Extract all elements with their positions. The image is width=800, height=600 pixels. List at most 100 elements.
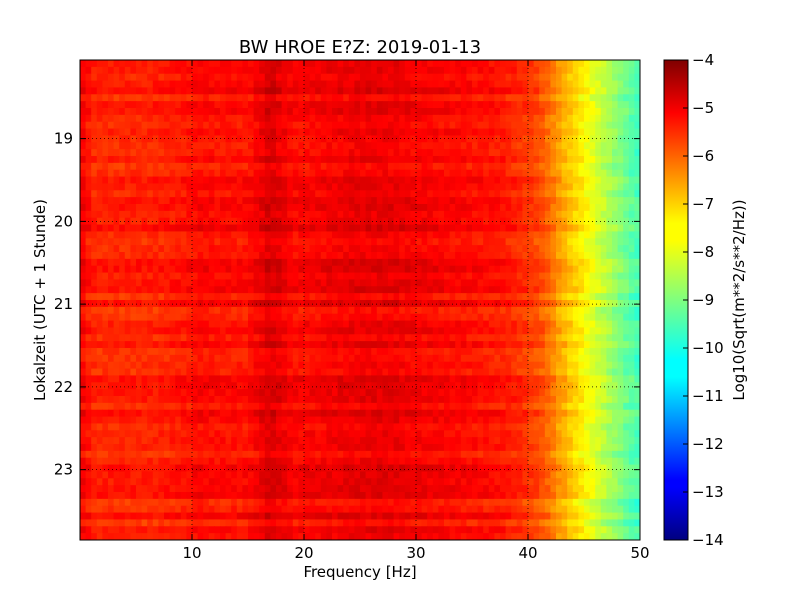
heatmap-cell	[214, 128, 221, 137]
heatmap-cell	[427, 121, 434, 130]
heatmap-cell	[326, 204, 333, 212]
heatmap-cell	[528, 279, 535, 287]
heatmap-cell	[96, 348, 103, 356]
heatmap-cell	[281, 382, 288, 390]
heatmap-cell	[343, 231, 350, 239]
heatmap-cell	[449, 156, 456, 164]
heatmap-cell	[371, 313, 378, 322]
heatmap-cell	[186, 135, 193, 143]
heatmap-cell	[365, 327, 372, 335]
heatmap-cell	[80, 210, 87, 219]
heatmap-cell	[455, 60, 462, 68]
heatmap-cell	[572, 272, 579, 281]
heatmap-cell	[371, 142, 378, 150]
heatmap-cell	[539, 135, 546, 143]
heatmap-cell	[248, 265, 255, 274]
heatmap-cell	[589, 231, 596, 239]
heatmap-cell	[483, 80, 490, 89]
heatmap-cell	[612, 341, 619, 349]
heatmap-cell	[494, 334, 501, 342]
heatmap-cell	[130, 169, 137, 178]
heatmap-cell	[399, 272, 406, 281]
heatmap-cell	[438, 142, 445, 150]
heatmap-cell	[612, 176, 619, 185]
heatmap-cell	[197, 135, 204, 143]
heatmap-cell	[276, 121, 283, 130]
heatmap-cell	[281, 245, 288, 253]
heatmap-cell	[270, 101, 277, 109]
heatmap-cell	[281, 162, 288, 171]
heatmap-cell	[472, 60, 479, 68]
heatmap-cell	[606, 334, 613, 342]
heatmap-cell	[270, 224, 277, 233]
heatmap-cell	[85, 80, 92, 89]
heatmap-cell	[158, 224, 165, 233]
heatmap-cell	[371, 162, 378, 171]
heatmap-cell	[180, 341, 187, 349]
heatmap-cell	[119, 231, 126, 239]
heatmap-cell	[164, 286, 171, 294]
heatmap-cell	[169, 149, 176, 157]
heatmap-cell	[561, 300, 568, 308]
heatmap-cell	[528, 217, 535, 226]
heatmap-cell	[108, 293, 115, 301]
heatmap-cell	[572, 375, 579, 383]
heatmap-cell	[270, 176, 277, 185]
heatmap-cell	[561, 183, 568, 191]
heatmap-cell	[270, 341, 277, 349]
heatmap-cell	[634, 101, 640, 109]
heatmap-cell	[449, 320, 456, 329]
heatmap-cell	[371, 327, 378, 335]
heatmap-cell	[96, 114, 103, 123]
heatmap-cell	[365, 231, 372, 239]
heatmap-cell	[584, 217, 591, 226]
heatmap-cell	[427, 348, 434, 356]
heatmap-cell	[332, 87, 339, 95]
heatmap-cell	[326, 60, 333, 68]
heatmap-cell	[119, 389, 126, 397]
heatmap-cell	[180, 190, 187, 198]
heatmap-cell	[208, 94, 215, 102]
heatmap-cell	[511, 375, 518, 383]
heatmap-cell	[276, 169, 283, 178]
heatmap-cell	[85, 327, 92, 335]
heatmap-cell	[332, 334, 339, 342]
heatmap-cell	[264, 368, 271, 377]
heatmap-cell	[488, 361, 495, 370]
heatmap-cell	[175, 114, 182, 123]
heatmap-cell	[225, 265, 232, 274]
heatmap-cell	[119, 320, 126, 329]
heatmap-cell	[572, 128, 579, 137]
heatmap-cell	[259, 156, 266, 164]
heatmap-cell	[449, 327, 456, 335]
heatmap-cell	[494, 101, 501, 109]
heatmap-cell	[500, 272, 507, 281]
heatmap-cell	[276, 183, 283, 191]
heatmap-cell	[382, 368, 389, 377]
heatmap-cell	[528, 272, 535, 281]
heatmap-cell	[455, 204, 462, 212]
heatmap-cell	[444, 73, 451, 82]
heatmap-cell	[124, 80, 131, 89]
heatmap-cell	[556, 149, 563, 157]
heatmap-cell	[141, 348, 148, 356]
heatmap-cell	[158, 114, 165, 123]
heatmap-cell	[192, 224, 199, 233]
heatmap-cell	[203, 121, 210, 130]
heatmap-cell	[119, 60, 126, 68]
heatmap-cell	[393, 327, 400, 335]
heatmap-cell	[259, 190, 266, 198]
heatmap-cell	[550, 375, 557, 383]
heatmap-cell	[561, 354, 568, 363]
heatmap-cell	[231, 258, 238, 267]
heatmap-cell	[354, 190, 361, 198]
heatmap-cell	[628, 142, 635, 150]
heatmap-cell	[80, 197, 87, 205]
heatmap-cell	[119, 135, 126, 143]
heatmap-cell	[197, 210, 204, 219]
heatmap-cell	[326, 306, 333, 315]
heatmap-cell	[276, 114, 283, 123]
heatmap-cell	[158, 382, 165, 390]
heatmap-cell	[544, 348, 551, 356]
heatmap-cell	[320, 176, 327, 185]
